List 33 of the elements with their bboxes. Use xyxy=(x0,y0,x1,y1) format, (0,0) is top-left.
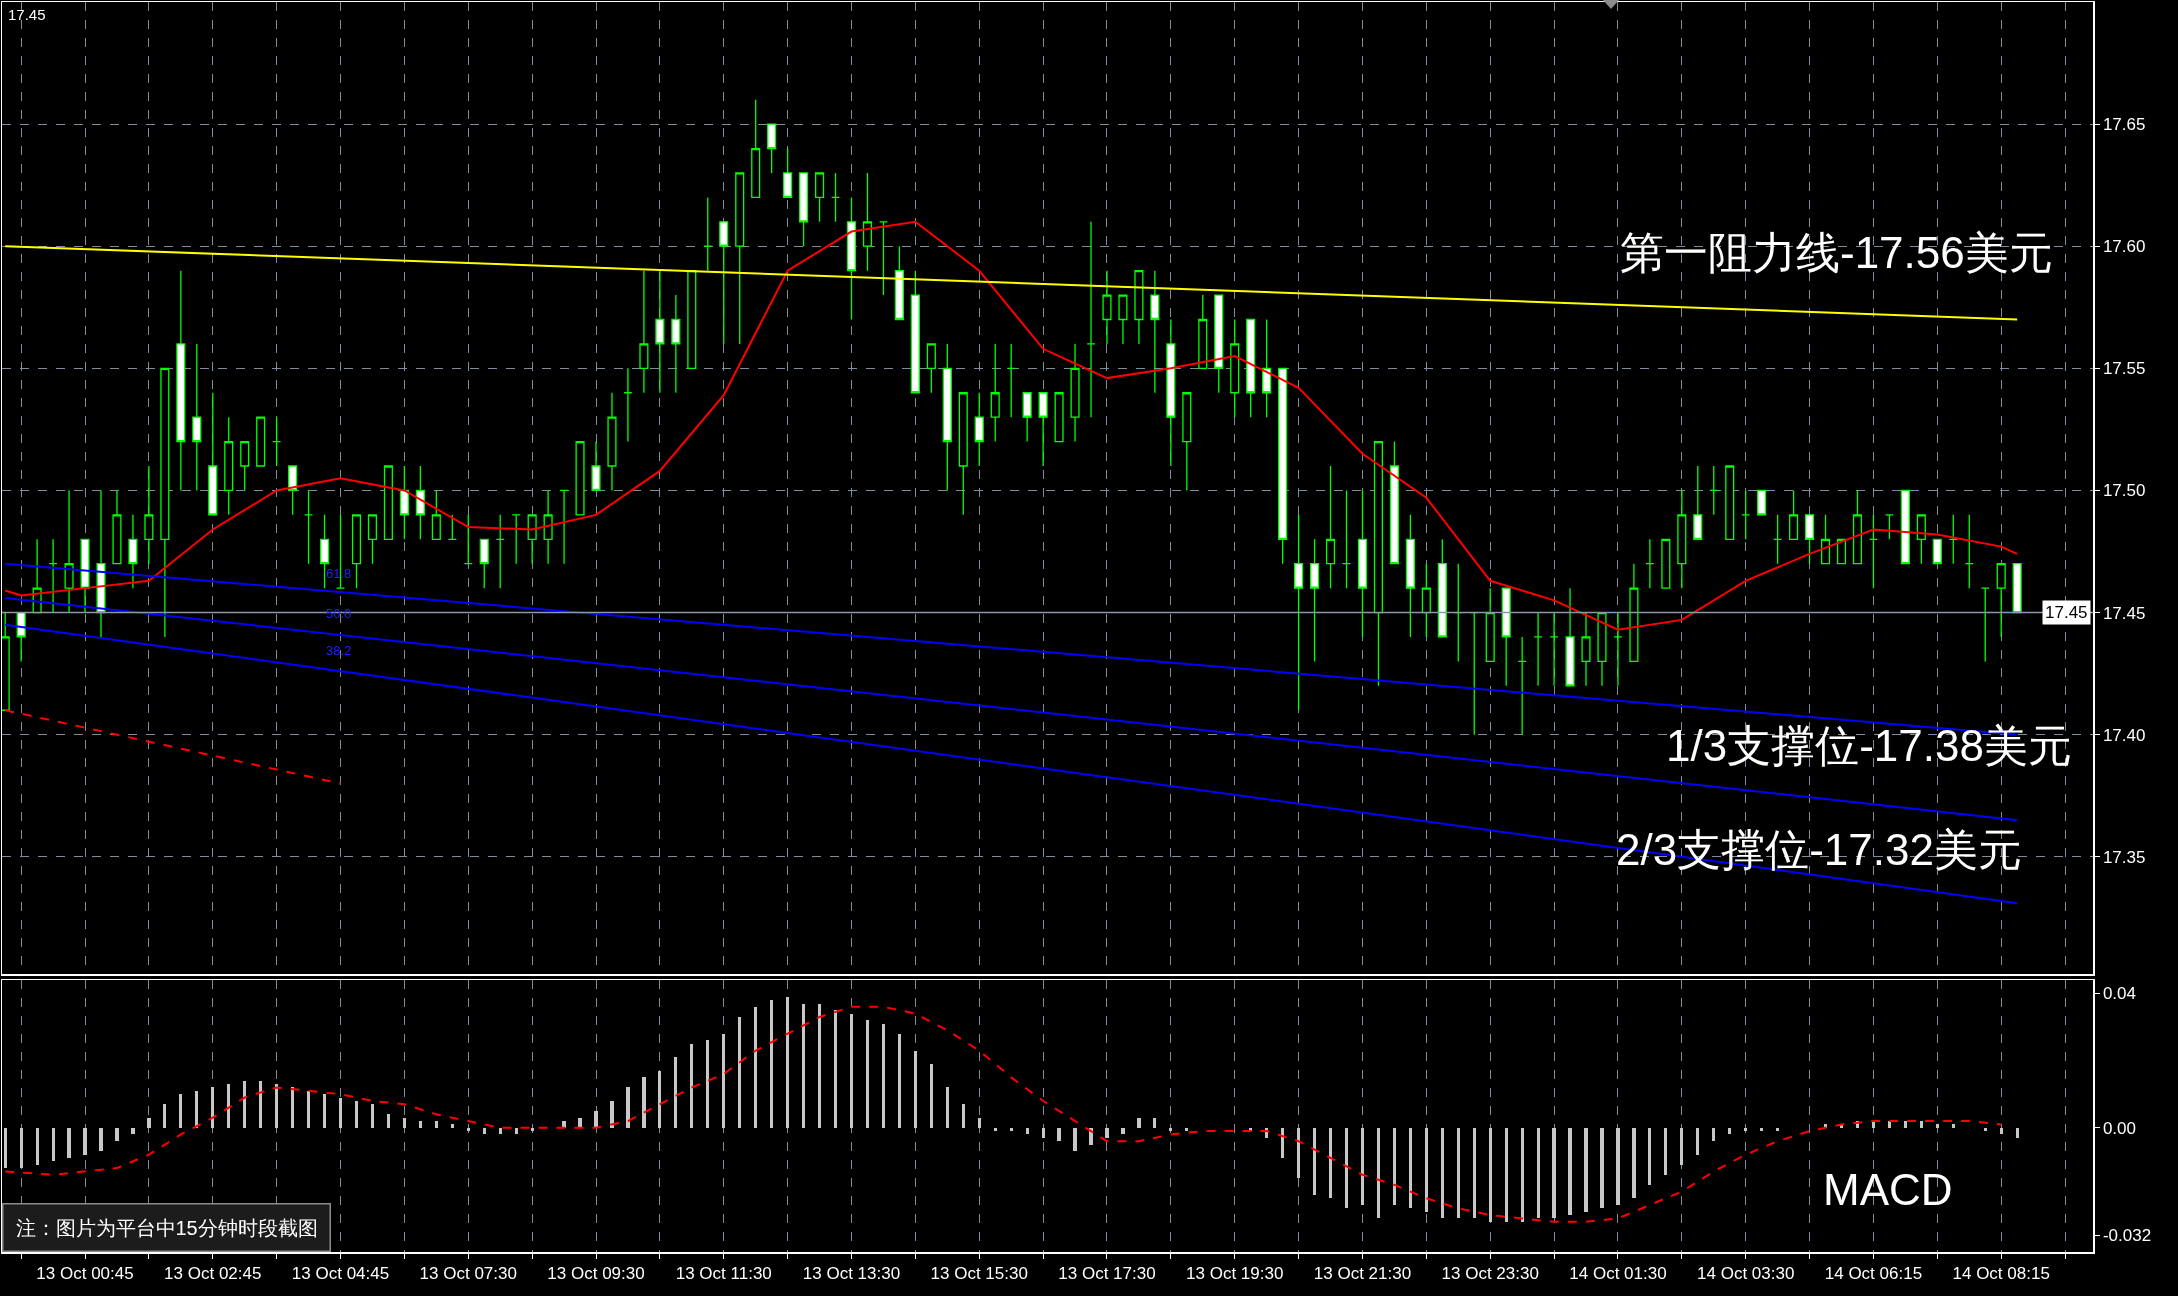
annotation: 注：图片为平台中15分钟时段截图 xyxy=(15,1216,318,1239)
x-tick-label: 14 Oct 08:15 xyxy=(1952,1263,2050,1283)
annotation: 38.2 xyxy=(326,643,352,658)
x-tick-label: 13 Oct 17:30 xyxy=(1058,1263,1156,1283)
x-tick-label: 14 Oct 06:15 xyxy=(1824,1263,1923,1283)
annotation: 第一阻力线-17.56美元 xyxy=(1620,228,2053,277)
x-tick-label: 13 Oct 09:30 xyxy=(547,1263,645,1283)
x-tick-label: 13 Oct 15:30 xyxy=(930,1263,1028,1283)
y-tick-label: 17.65 xyxy=(2102,115,2146,135)
y-tick-label: 0.00 xyxy=(2102,1118,2136,1138)
x-tick-label: 13 Oct 19:30 xyxy=(1186,1263,1284,1283)
y-tick-label: 0.04 xyxy=(2102,984,2136,1004)
x-tick-label: 14 Oct 01:30 xyxy=(1569,1263,1667,1283)
ref-line-label: 17.45 xyxy=(2045,603,2088,622)
x-tick-label: 14 Oct 03:30 xyxy=(1697,1263,1795,1283)
y-tick-label: 17.35 xyxy=(2102,847,2146,867)
x-tick-label: 13 Oct 21:30 xyxy=(1313,1263,1412,1283)
x-tick-label: 13 Oct 02:45 xyxy=(164,1263,262,1283)
x-tick-label: 13 Oct 04:45 xyxy=(291,1263,390,1283)
y-tick-label: 17.55 xyxy=(2102,359,2146,379)
x-tick-label: 13 Oct 13:30 xyxy=(802,1263,901,1283)
annotation: MACD xyxy=(1823,1165,1953,1214)
x-tick-label: 13 Oct 07:30 xyxy=(419,1263,517,1283)
y-tick-label: 17.45 xyxy=(2102,603,2146,623)
y-tick-label: 17.50 xyxy=(2102,481,2146,501)
y-tick-label: 17.40 xyxy=(2102,725,2146,745)
annotation: 17.45 xyxy=(8,6,46,23)
annotation: 1/3支撑位-17.38美元 xyxy=(1666,721,2072,770)
y-tick-label: -0.032 xyxy=(2102,1226,2152,1246)
x-tick-label: 13 Oct 00:45 xyxy=(36,1263,134,1283)
y-tick-label: 17.60 xyxy=(2102,237,2146,257)
x-tick-label: 13 Oct 23:30 xyxy=(1441,1263,1539,1283)
x-tick-label: 13 Oct 11:30 xyxy=(675,1263,772,1283)
